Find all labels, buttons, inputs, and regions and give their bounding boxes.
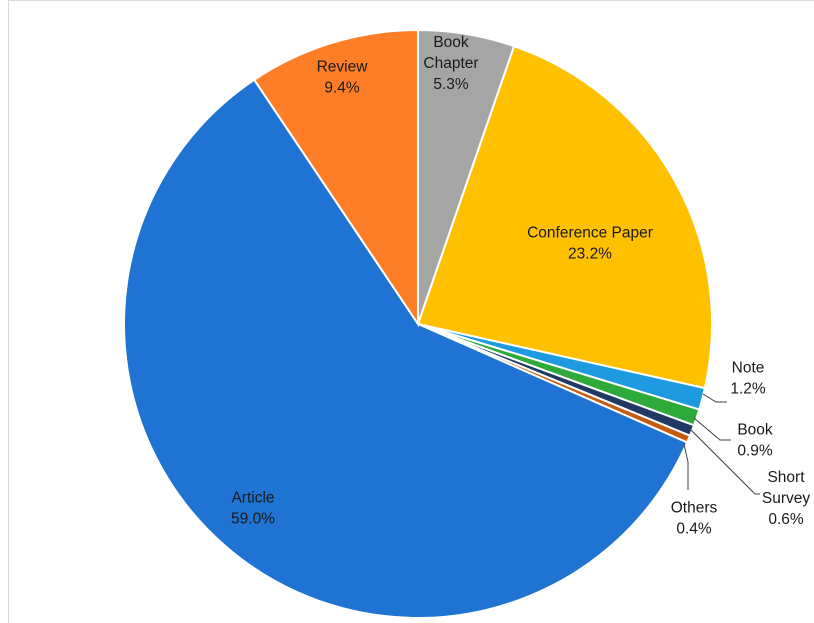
label-percent: 9.4%	[324, 80, 360, 97]
label-percent: 23.2%	[568, 246, 612, 263]
label-percent: 1.2%	[730, 381, 766, 398]
label-name: Chapter	[423, 55, 478, 72]
leader-line-others	[683, 443, 689, 490]
label-book: Book 0.9%	[737, 422, 773, 460]
label-percent: 5.3%	[433, 76, 469, 93]
label-review: Review 9.4%	[317, 59, 369, 97]
label-short-survey: Short Survey 0.6%	[762, 469, 810, 528]
data-labels: Book Chapter 5.3% Conference Paper 23.2% Note…	[231, 34, 810, 538]
label-name: Conference Paper	[527, 225, 653, 242]
label-book-chapter: Book Chapter 5.3%	[423, 34, 478, 93]
leader-lines	[683, 393, 760, 495]
slice-article	[123, 78, 689, 619]
label-name: Book	[737, 422, 773, 439]
label-name: Book	[433, 34, 469, 51]
pie-slices	[123, 28, 713, 619]
leader-line-note	[702, 393, 727, 403]
label-name: Article	[231, 490, 274, 507]
slice-conference-paper	[416, 44, 713, 390]
label-percent: 0.9%	[737, 443, 773, 460]
label-percent: 59.0%	[231, 511, 275, 528]
leader-line-book	[693, 417, 731, 441]
leader-line-short-survey	[689, 428, 760, 495]
label-percent: 0.4%	[676, 521, 712, 538]
label-name: Note	[732, 360, 765, 377]
label-name: Short	[767, 469, 805, 486]
label-percent: 0.6%	[768, 511, 804, 528]
label-name: Survey	[762, 490, 810, 507]
slice-review	[252, 28, 419, 328]
label-conference-paper: Conference Paper 23.2%	[527, 225, 653, 263]
label-others: Others 0.4%	[671, 500, 718, 538]
label-name: Review	[317, 59, 369, 76]
label-note: Note 1.2%	[730, 360, 766, 398]
label-name: Others	[671, 500, 718, 517]
label-article: Article 59.0%	[231, 490, 275, 528]
